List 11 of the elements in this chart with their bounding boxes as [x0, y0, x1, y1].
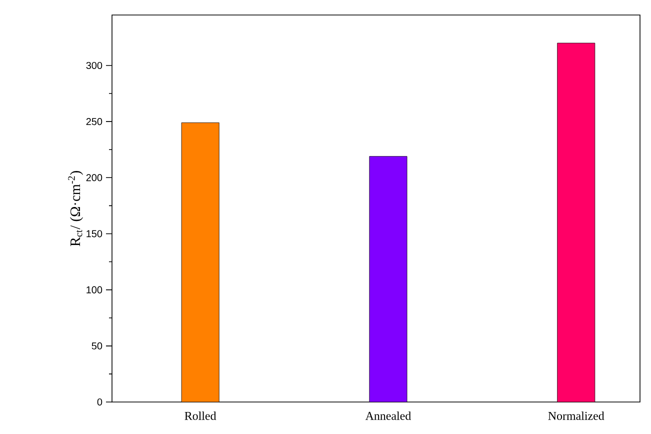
- x-tick-label: Normalized: [548, 412, 604, 420]
- y-tick-label: 250: [86, 118, 102, 126]
- y-tick-label: 100: [86, 286, 102, 294]
- y-tick-label: 300: [86, 62, 102, 69]
- y-tick-label: 50: [92, 342, 102, 350]
- x-tick-label: Annealed: [365, 412, 411, 420]
- y-tick-label: 0: [97, 398, 102, 406]
- y-tick-label: 200: [86, 174, 102, 182]
- x-tick-label: Rolled: [184, 412, 216, 420]
- y-tick-label: 150: [86, 230, 102, 238]
- y-axis-title: R$_{ct}$/ (Ω·cm$^{-2}$): [68, 171, 84, 246]
